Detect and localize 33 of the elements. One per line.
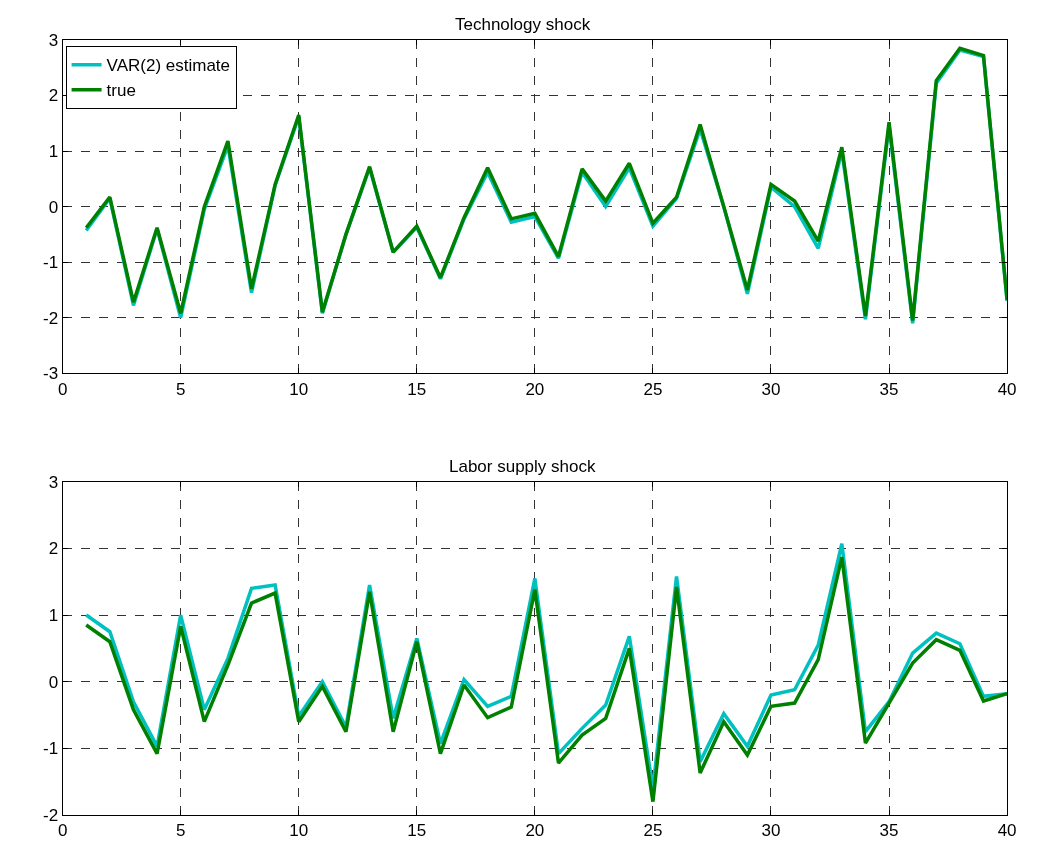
x-tick-label: 25 xyxy=(643,379,663,399)
legend-label: true xyxy=(106,81,136,101)
y-tick-label: 3 xyxy=(48,30,59,50)
x-tick-label: 40 xyxy=(997,379,1017,399)
x-tick-label: 35 xyxy=(879,379,899,399)
x-tick-label: 10 xyxy=(289,821,309,841)
x-tick-label: 10 xyxy=(289,379,309,399)
y-tick-label: 1 xyxy=(48,142,59,162)
x-tick-label: 15 xyxy=(407,379,427,399)
x-tick-label: 25 xyxy=(643,821,663,841)
y-tick-label: -2 xyxy=(43,308,59,328)
y-tick-label: 0 xyxy=(48,197,59,217)
y-tick-label: 1 xyxy=(48,606,59,625)
x-tick-label: 5 xyxy=(175,821,186,841)
x-tick-label: 20 xyxy=(525,379,545,399)
x-tick-label: 5 xyxy=(175,379,186,399)
y-tick-label: 2 xyxy=(48,539,59,559)
legend-label: VAR(2) estimate xyxy=(106,56,231,76)
y-tick-label: 2 xyxy=(48,86,59,106)
y-tick-label: 3 xyxy=(48,472,59,492)
y-tick-label: -3 xyxy=(43,364,59,384)
y-tick-label: 0 xyxy=(48,672,59,692)
x-tick-label: 35 xyxy=(879,821,899,841)
chart-title: Technology shock xyxy=(455,15,591,34)
x-tick-label: 30 xyxy=(761,379,781,399)
x-tick-label: 30 xyxy=(761,821,781,841)
x-tick-label: 40 xyxy=(997,821,1017,841)
y-tick-label: -1 xyxy=(43,253,59,273)
chart-title: Labor supply shock xyxy=(449,457,596,476)
y-tick-label: -1 xyxy=(43,739,59,759)
x-tick-label: 20 xyxy=(525,821,545,841)
x-tick-label: 15 xyxy=(407,821,427,841)
y-tick-label: -2 xyxy=(43,805,59,825)
